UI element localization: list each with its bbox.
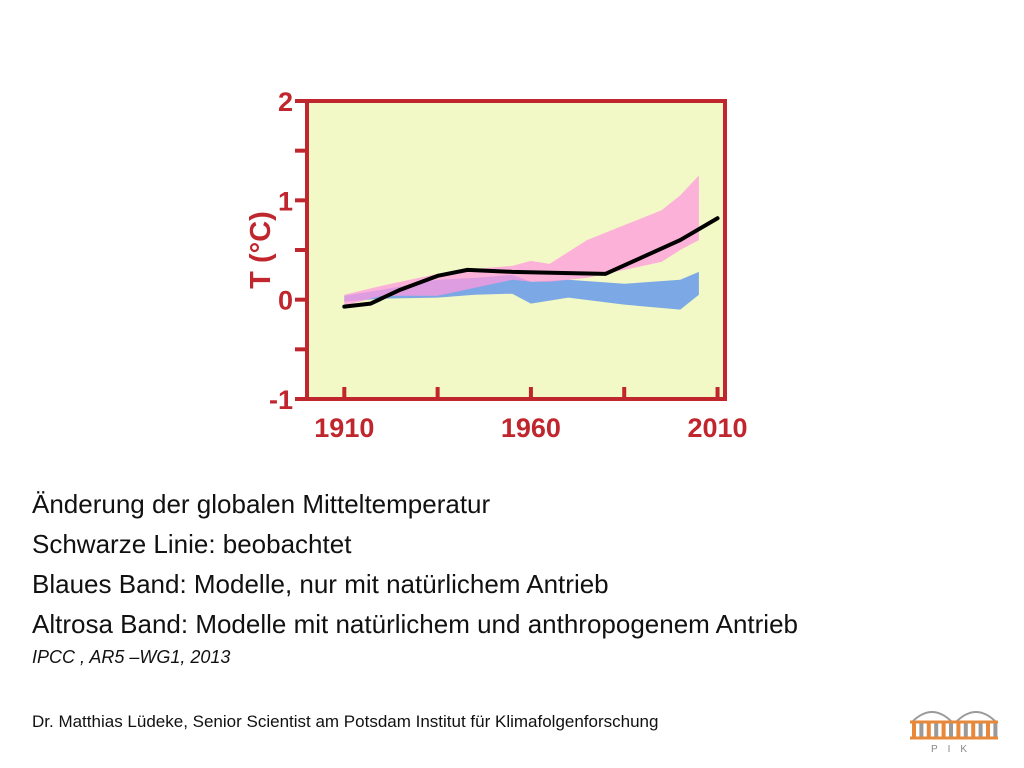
caption-title: Änderung der globalen Mitteltemperatur bbox=[32, 489, 491, 519]
pik-logo-text: PIK bbox=[930, 744, 978, 755]
y-tick-label: 1 bbox=[278, 186, 293, 216]
logo-pillar bbox=[934, 722, 939, 738]
band-natural-anthropogenic-forcing bbox=[344, 175, 699, 306]
logo-arches bbox=[911, 711, 997, 723]
y-tick-label: 0 bbox=[278, 286, 293, 316]
y-tick-label: -1 bbox=[269, 385, 293, 415]
caption-pink-band: Altrosa Band: Modelle mit natürlichem un… bbox=[32, 609, 798, 639]
caption-blue-band: Blaues Band: Modelle, nur mit natürliche… bbox=[32, 569, 609, 599]
logo-pillar bbox=[978, 722, 983, 738]
caption-black-line: Schwarze Linie: beobachtet bbox=[32, 529, 352, 559]
logo-pillar bbox=[941, 722, 946, 738]
logo-pillar bbox=[993, 722, 998, 738]
observed-temperature-line bbox=[342, 216, 720, 309]
x-tick-label: 1910 bbox=[314, 413, 374, 443]
temperature-chart: -1 0 1 2 1910 1960 2010 T (°C) bbox=[245, 87, 748, 443]
pik-logo-icon bbox=[910, 711, 998, 740]
slide-caption: Änderung der globalen Mitteltemperatur S… bbox=[32, 484, 1012, 670]
y-tick-label: 2 bbox=[278, 87, 293, 117]
caption-source: IPCC , AR5 –WG1, 2013 bbox=[32, 647, 231, 667]
logo-pillar bbox=[986, 722, 990, 738]
logo-pillar bbox=[926, 722, 931, 738]
logo-pillar bbox=[949, 722, 953, 738]
logo-pillar bbox=[963, 722, 968, 738]
logo-pillar bbox=[971, 722, 976, 738]
logo-pillar bbox=[912, 722, 916, 738]
x-tick-label: 1960 bbox=[501, 413, 561, 443]
logo-pillar bbox=[919, 722, 924, 738]
pik-logo: PIK bbox=[906, 700, 1002, 758]
logo-pillar bbox=[956, 722, 961, 738]
x-tick-label: 2010 bbox=[687, 413, 747, 443]
y-axis-title: T (°C) bbox=[245, 211, 277, 289]
footer-author: Dr. Matthias Lüdeke, Senior Scientist am… bbox=[32, 712, 659, 731]
